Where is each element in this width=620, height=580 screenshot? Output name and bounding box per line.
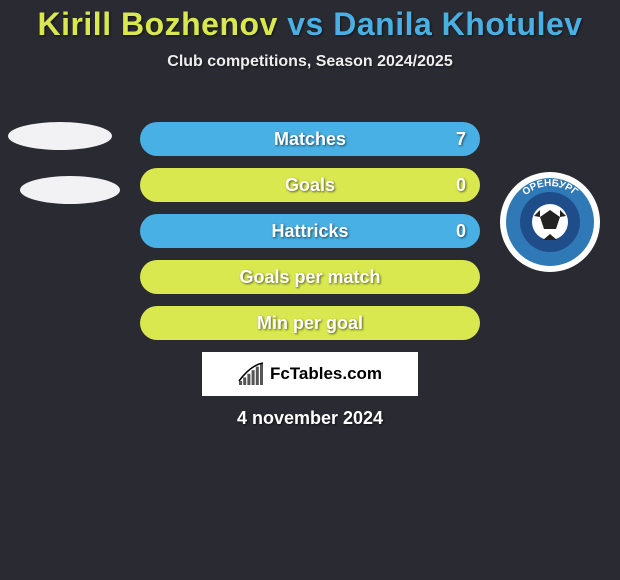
stat-row-matches: Matches7 xyxy=(140,122,480,156)
stat-row-min-per-goal: Min per goal xyxy=(140,306,480,340)
stat-row-goals-per-match: Goals per match xyxy=(140,260,480,294)
logo-text: FcTables.com xyxy=(270,364,382,384)
stat-row-hattricks: Hattricks0 xyxy=(140,214,480,248)
date-label: 4 november 2024 xyxy=(0,408,620,429)
club-badge: ОРЕНБУРГ xyxy=(500,172,600,272)
vs-word: vs xyxy=(287,6,333,42)
stat-label: Min per goal xyxy=(140,313,480,334)
stat-value: 7 xyxy=(456,129,466,150)
stat-label: Goals per match xyxy=(140,267,480,288)
stat-label: Goals xyxy=(140,175,480,196)
player-left-name: Kirill Bozhenov xyxy=(37,6,287,42)
page-title: Kirill Bozhenov vs Danila Khotulev xyxy=(0,0,620,43)
stat-row-goals: Goals0 xyxy=(140,168,480,202)
stat-value: 0 xyxy=(456,175,466,196)
stat-label: Hattricks xyxy=(140,221,480,242)
stat-value: 0 xyxy=(456,221,466,242)
player-marker-0 xyxy=(8,122,112,150)
player-marker-1 xyxy=(20,176,120,204)
subtitle: Club competitions, Season 2024/2025 xyxy=(0,53,620,71)
stat-label: Matches xyxy=(140,129,480,150)
fctables-logo: FcTables.com xyxy=(202,352,418,396)
player-right-name: Danila Khotulev xyxy=(333,6,582,42)
comparison-card: Kirill Bozhenov vs Danila Khotulev Club … xyxy=(0,0,620,580)
bar-chart-icon xyxy=(238,361,264,387)
